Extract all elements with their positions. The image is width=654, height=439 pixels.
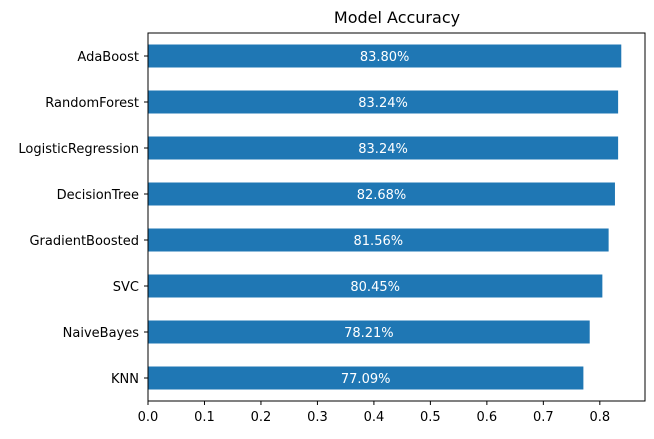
x-tick-label: 0.4 [364,410,385,425]
bar-decision-tree [148,182,615,206]
plot-frame [147,32,646,402]
bar-logistic-regression [148,136,619,160]
data-label-svc: 80.45% [350,280,400,295]
x-tick-label: 0.1 [194,410,215,425]
data-label-logistic-regression: 83.24% [358,142,408,157]
y-tick-label-svc: SVC [113,280,139,295]
x-tick-label: 0.6 [477,410,498,425]
y-tick-label-logistic-regression: LogisticRegression [18,142,139,157]
data-label-knn: 77.09% [341,372,391,387]
x-tick-label: 0.7 [533,410,554,425]
bar-gradient-boosted [148,228,609,252]
chart-title: Model Accuracy [334,8,460,27]
x-tick-label: 0.3 [307,410,328,425]
data-label-ada-boost: 83.80% [360,50,410,65]
data-label-random-forest: 83.24% [358,96,408,111]
y-tick-label-gradient-boosted: GradientBoosted [29,234,139,249]
bar-knn [148,366,584,390]
bar-naive-bayes [148,320,590,344]
bars-layer [148,44,622,390]
y-tick-label-random-forest: RandomForest [45,96,139,111]
bar-svc [148,274,603,298]
x-tick-label: 0.8 [589,410,610,425]
data-label-gradient-boosted: 81.56% [354,234,404,249]
bar-random-forest [148,90,619,114]
bar-ada-boost [148,44,622,68]
data-labels-layer: 77.09% 78.21% 80.45% 81.56% 82.68% 83.24% 83.2… [341,50,410,387]
x-tick-label: 0.0 [138,410,159,425]
y-ticks-layer: KNN NaiveBayes SVC GradientBoosted DecisionT… [18,50,148,387]
y-tick-label-ada-boost: AdaBoost [77,50,139,65]
data-label-decision-tree: 82.68% [357,188,407,203]
y-tick-label-naive-bayes: NaiveBayes [63,326,140,341]
x-tick-label: 0.5 [420,410,441,425]
data-label-naive-bayes: 78.21% [344,326,394,341]
y-tick-label-knn: KNN [111,372,139,387]
x-tick-label: 0.2 [251,410,272,425]
axes-layer [147,32,646,402]
y-tick-label-decision-tree: DecisionTree [57,188,139,203]
x-ticks-layer: 0.0 0.1 0.2 0.3 0.4 0.5 0.6 0.7 0.8 [138,401,610,425]
